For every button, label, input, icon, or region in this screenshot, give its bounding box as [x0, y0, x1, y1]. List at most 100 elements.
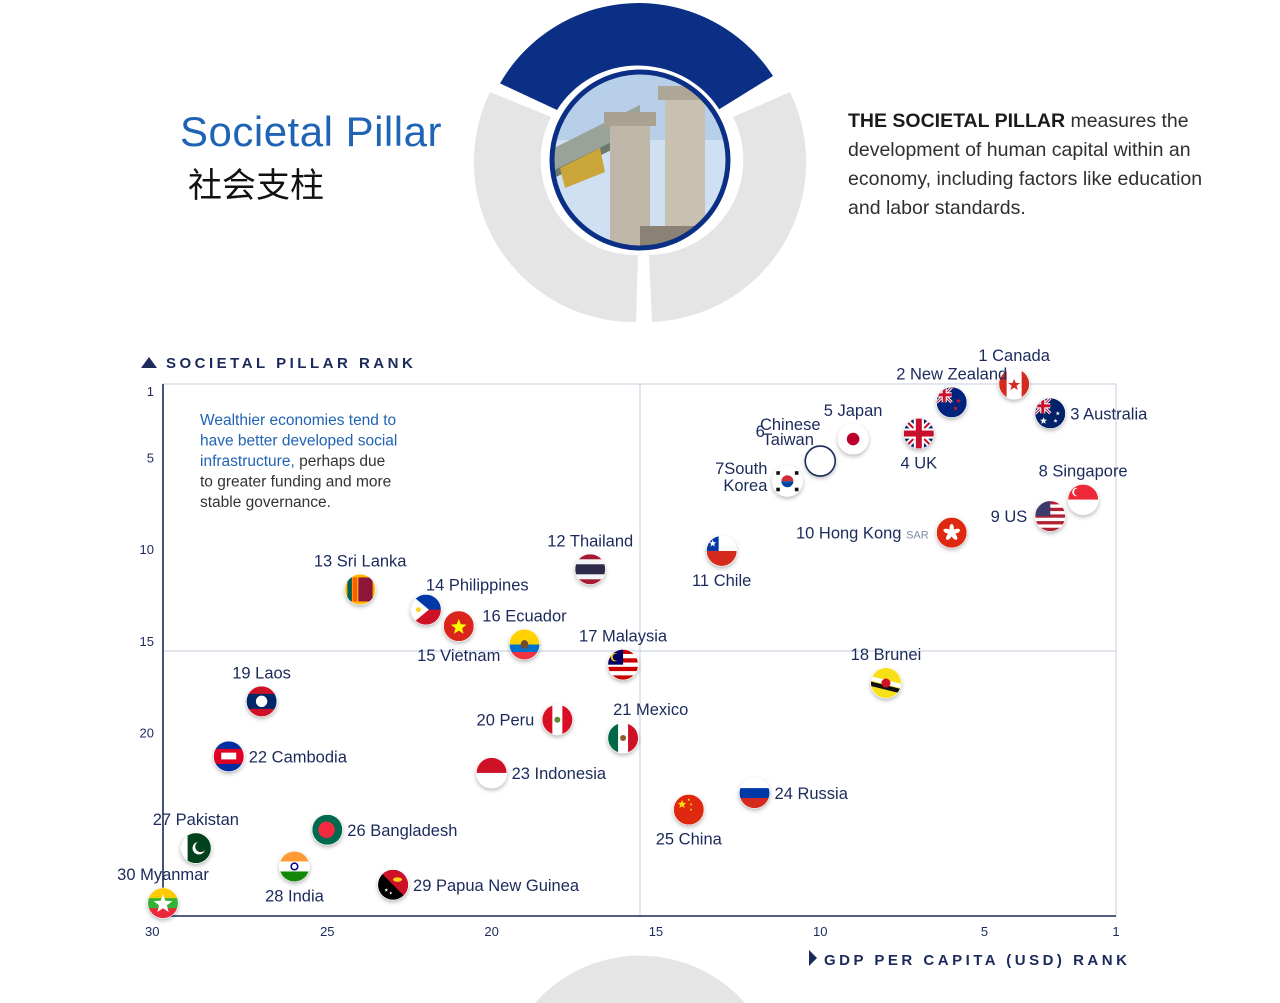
point-label: 1 Canada — [978, 347, 1050, 365]
point-label: 10 Hong Kong SAR — [796, 525, 929, 543]
point-label: 22 Cambodia — [249, 748, 348, 766]
point-label-text: 10 Hong Kong SAR — [796, 525, 929, 543]
point-label: 25 China — [656, 831, 723, 849]
page-subtitle-chinese: 社会支柱 — [188, 166, 324, 206]
x-tick-label: 30 — [145, 924, 159, 939]
annotation-text: have better developed social — [200, 433, 397, 450]
empty-circle-icon — [805, 446, 836, 477]
point-laos: 19 Laos — [232, 664, 291, 717]
point-label: 24 Russia — [775, 785, 849, 803]
point-label: 13 Sri Lanka — [314, 552, 407, 570]
point-canada: 1 Canada — [978, 347, 1051, 400]
chart-annotation: Wealthier economies tend to have better d… — [200, 412, 397, 511]
point-label-text: 14 Philippines — [426, 577, 529, 595]
thailand-flag-icon — [575, 554, 606, 585]
point-pakistan: 27 Pakistan — [153, 811, 239, 864]
point-label: 30 Myanmar — [117, 866, 209, 884]
mexico-flag-icon — [608, 723, 639, 754]
annotation-text: infrastructure, — [200, 453, 295, 470]
point-bangladesh: 26 Bangladesh — [311, 814, 457, 846]
philippines-flag-icon — [410, 594, 441, 625]
point-sri-lanka: 13 Sri Lanka — [314, 552, 407, 605]
point-uk: 4 UK — [900, 418, 937, 473]
point-label-suffix: SAR — [906, 530, 929, 542]
point-label-text: 3 Australia — [1070, 405, 1148, 423]
point-australia: 3 Australia — [1034, 397, 1148, 429]
point-label: 5 Japan — [824, 402, 883, 420]
china-flag-icon — [673, 794, 704, 825]
y-tick-label: 1 — [147, 384, 154, 399]
point-label-text: 17 Malaysia — [579, 628, 668, 646]
description-text: measures the development of human capita… — [848, 110, 1203, 219]
point-label-text: 27 Pakistan — [153, 811, 239, 829]
description-bold: THE SOCIETAL PILLAR — [848, 110, 1066, 132]
point-japan: 5 Japan — [824, 402, 883, 455]
point-label-text: 9 US — [991, 508, 1028, 526]
point-singapore: 8 Singapore — [1039, 463, 1128, 516]
point-label: 21 Mexico — [613, 701, 688, 719]
point-label-text: 11 Chile — [692, 572, 751, 590]
point-label: 23 Indonesia — [512, 765, 607, 783]
pillar-ring-graphic — [473, 3, 807, 323]
bangladesh-flag-icon — [312, 814, 343, 845]
point-label: 19 Laos — [232, 664, 291, 682]
point-label-text: 5 Japan — [824, 402, 883, 420]
ring-segment-left — [473, 92, 638, 323]
point-label-text: 29 Papua New Guinea — [413, 877, 580, 895]
x-tick-label: 1 — [1112, 924, 1119, 939]
point-label: 26 Bangladesh — [347, 822, 457, 840]
japan-flag-icon — [838, 424, 869, 455]
pakistan-flag-icon — [180, 833, 211, 864]
point-cambodia: 22 Cambodia — [213, 740, 348, 772]
australia-flag-icon — [1035, 398, 1066, 429]
point-label: 17 Malaysia — [579, 628, 668, 646]
point-label-text: 6 — [756, 423, 765, 441]
point-label: 12 Thailand — [547, 532, 633, 550]
russia-flag-icon — [739, 778, 770, 809]
point-label: 18 Brunei — [851, 646, 922, 664]
point-china: 25 China — [656, 794, 723, 849]
point-label: 28 India — [265, 887, 325, 905]
uk-flag-icon — [903, 418, 934, 449]
y-tick-label: 20 — [140, 726, 154, 741]
point-label-text: 8 Singapore — [1039, 463, 1128, 481]
x-axis-arrow-icon — [809, 950, 817, 966]
vietnam-flag-icon — [443, 611, 474, 642]
point-brunei: 18 Brunei — [851, 646, 922, 699]
singapore-flag-icon — [1068, 484, 1099, 515]
point-label: 4 UK — [900, 455, 937, 473]
point-label-text: 26 Bangladesh — [347, 822, 457, 840]
point-label-text: 12 Thailand — [547, 532, 633, 550]
point-label-text: 1 Canada — [978, 347, 1050, 365]
y-axis-arrow-icon — [141, 357, 157, 368]
ring-segment-right — [649, 92, 807, 322]
cambodia-flag-icon — [213, 741, 244, 772]
x-axis-ticks: 30 25 20 15 10 5 1 — [145, 924, 1120, 939]
point-label: 11 Chile — [692, 572, 751, 590]
point-label: 29 Papua New Guinea — [413, 877, 580, 895]
point-russia: 24 Russia — [739, 777, 849, 809]
indonesia-flag-icon — [476, 757, 507, 788]
x-tick-label: 5 — [981, 924, 988, 939]
point-label-text: 18 Brunei — [851, 646, 922, 664]
point-label: 3 Australia — [1070, 405, 1148, 423]
y-axis-title: SOCIETAL PILLAR RANK — [166, 355, 416, 372]
point-label-text: 23 Indonesia — [512, 765, 607, 783]
x-tick-label: 15 — [649, 924, 663, 939]
point-label: 9 US — [991, 508, 1028, 526]
india-flag-icon — [279, 851, 310, 882]
annotation-text: Wealthier economies tend to — [200, 412, 396, 429]
point-label-text: 21 Mexico — [613, 701, 688, 719]
point-label: 2 New Zealand — [896, 365, 1007, 383]
ring-segment-active — [500, 3, 773, 111]
canada-flag-icon — [999, 369, 1030, 399]
chile-flag-icon — [706, 535, 737, 566]
point-label-text: 22 Cambodia — [249, 748, 348, 766]
point-label-text: 24 Russia — [775, 785, 849, 803]
point-label-text: 28 India — [265, 887, 325, 905]
point-label-text: 2 New Zealand — [896, 365, 1007, 383]
myanmar-flag-icon — [148, 888, 178, 919]
point-indonesia: 23 Indonesia — [476, 757, 607, 789]
